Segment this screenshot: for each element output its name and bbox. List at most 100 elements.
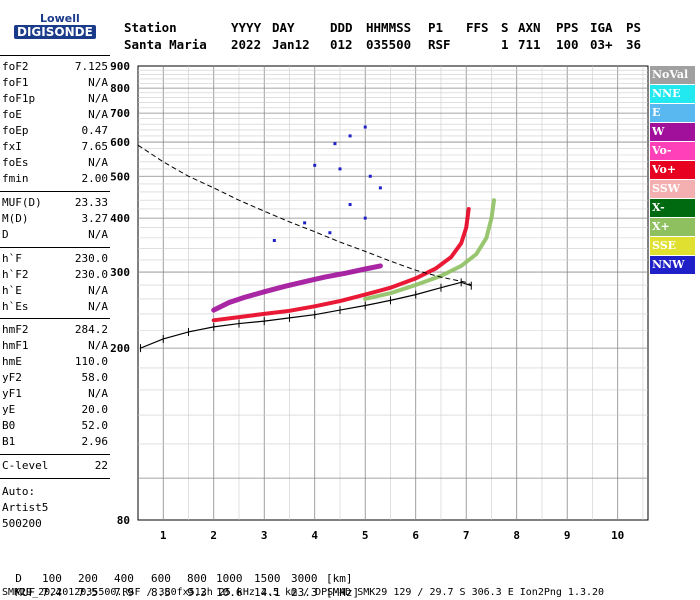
legend-item-ssw: SSW (650, 180, 695, 198)
param-value: N/A (88, 339, 108, 352)
logo-digisonde: DIGISONDE (14, 25, 96, 39)
hdr-label-ffs: FFS (466, 20, 489, 35)
param-label: hmE (2, 355, 22, 368)
hdr-station: Santa Maria (124, 37, 207, 52)
x-tick-label: 4 (311, 529, 318, 542)
param-row: B0 52.0 (2, 419, 108, 435)
legend-item-vo-minus: Vo- (650, 142, 695, 160)
hdr-label-axn: AXN (518, 20, 541, 35)
param-row: hmE 110.0 (2, 355, 108, 371)
param-label: MUF(D) (2, 196, 42, 209)
legend-item-nne: NNE (650, 85, 695, 103)
hdr-iga: 03+ (590, 37, 613, 52)
param-row: h`F2 230.0 (2, 268, 108, 284)
footer-d-value: 200 (78, 572, 98, 585)
data-point-nnw (333, 142, 337, 146)
y-tick-label: 600 (110, 136, 130, 149)
param-label: B0 (2, 419, 16, 432)
autoscale-mode: Auto: (2, 485, 36, 498)
y-tick-label: 200 (110, 342, 130, 355)
param-label: D (2, 228, 9, 241)
param-value: 22 (94, 459, 108, 472)
hdr-s: 1 (501, 37, 509, 52)
hdr-label-year: YYYY (231, 20, 262, 35)
hdr-year: 2022 (231, 37, 262, 52)
legend-item-nnw: NNW (650, 256, 695, 274)
param-label: hmF2 (2, 323, 29, 336)
footer-muf-label: MUF (15, 586, 36, 599)
param-value: 0.47 (81, 124, 109, 137)
param-row: foF1p N/A (2, 92, 108, 108)
footer-d-value: 1500 (254, 572, 281, 585)
x-tick-label: 6 (412, 529, 419, 542)
footer-muf-value: 9.3 (187, 586, 207, 599)
hdr-pps: 100 (556, 37, 579, 52)
data-point-nnw (378, 186, 382, 190)
footer-muf-value: 7.5 (78, 586, 98, 599)
param-label: h`E (2, 284, 22, 297)
data-point-nnw (368, 174, 372, 178)
footer-distance-row: D 100 200 400 600 800 1000 1500 3000 [km] (2, 559, 352, 585)
param-label: foE (2, 108, 22, 121)
hdr-day: Jan12 (272, 37, 310, 52)
param-value: 110.0 (74, 355, 108, 368)
param-row: h`F 230.0 (2, 252, 108, 268)
param-row: foF2 7.125 (2, 60, 108, 76)
data-point-nnw (313, 163, 317, 167)
trace-vo-minusplus (211, 207, 471, 323)
param-row: hmF1 N/A (2, 339, 108, 355)
param-label: C-level (2, 459, 49, 472)
hdr-label-ddd: DDD (330, 20, 353, 35)
footer-muf-value: 7.4 (42, 586, 62, 599)
param-row: foE N/A (2, 108, 108, 124)
param-row: hmF2 284.2 (2, 323, 108, 339)
param-value: 7.125 (74, 60, 108, 73)
footer-d-value: 400 (114, 572, 134, 585)
legend-item-vo-plus: Vo+ (650, 161, 695, 179)
footer-d-value: 100 (42, 572, 62, 585)
hdr-ddd: 012 (330, 37, 353, 52)
hdr-label-station: Station (124, 20, 177, 35)
hdr-time: 035500 (366, 37, 412, 52)
legend-item-w: W (650, 123, 695, 141)
param-row: B1 2.96 (2, 435, 108, 451)
param-label: h`Es (2, 300, 29, 313)
param-label: foF1 (2, 76, 29, 89)
data-point-nnw (363, 216, 367, 220)
param-value: N/A (88, 387, 108, 400)
logo-lowell: Lowell (40, 12, 80, 25)
y-tick-label: 300 (110, 266, 130, 279)
autoscale-artist: Artist5 (2, 501, 49, 514)
param-row: yF2 58.0 (2, 371, 108, 387)
param-value: N/A (88, 228, 108, 241)
y-tick-label: 700 (110, 107, 130, 120)
param-label: yF1 (2, 387, 22, 400)
param-row: M(D) 3.27 (2, 212, 108, 228)
x-tick-label: 5 (362, 529, 369, 542)
y-tick-label: 800 (110, 82, 130, 95)
footer-muf-unit: [MHz] (326, 586, 360, 599)
hdr-label-iga: IGA (590, 20, 613, 35)
y-tick-label: 400 (110, 212, 130, 225)
param-value: 2.00 (81, 172, 109, 185)
legend-item-noval: NoVal (650, 66, 695, 84)
trace-w (211, 263, 383, 313)
param-row: h`E N/A (2, 284, 108, 300)
y-tick-label: 80 (117, 514, 130, 527)
param-label: fmin (2, 172, 29, 185)
footer-d-value: 800 (187, 572, 207, 585)
legend-item-x-minus: X- (650, 199, 695, 217)
param-label: M(D) (2, 212, 29, 225)
footer-d-label: D (15, 572, 22, 585)
hdr-label-pps: PPS (556, 20, 579, 35)
hdr-p1: RSF (428, 37, 451, 52)
param-row: fmin 2.00 (2, 172, 108, 188)
param-value: 230.0 (74, 252, 108, 265)
footer-muf-row: MUF 7.4 7.5 7.9 8.5 9.3 10.6 14.1 23.3 [MHz] (2, 573, 359, 599)
param-value: N/A (88, 300, 108, 313)
param-label: foEs (2, 156, 29, 169)
param-value: 52.0 (81, 419, 109, 432)
param-label: h`F2 (2, 268, 29, 281)
footer-muf-value: 23.3 (291, 586, 318, 599)
param-row: yF1 N/A (2, 387, 108, 403)
